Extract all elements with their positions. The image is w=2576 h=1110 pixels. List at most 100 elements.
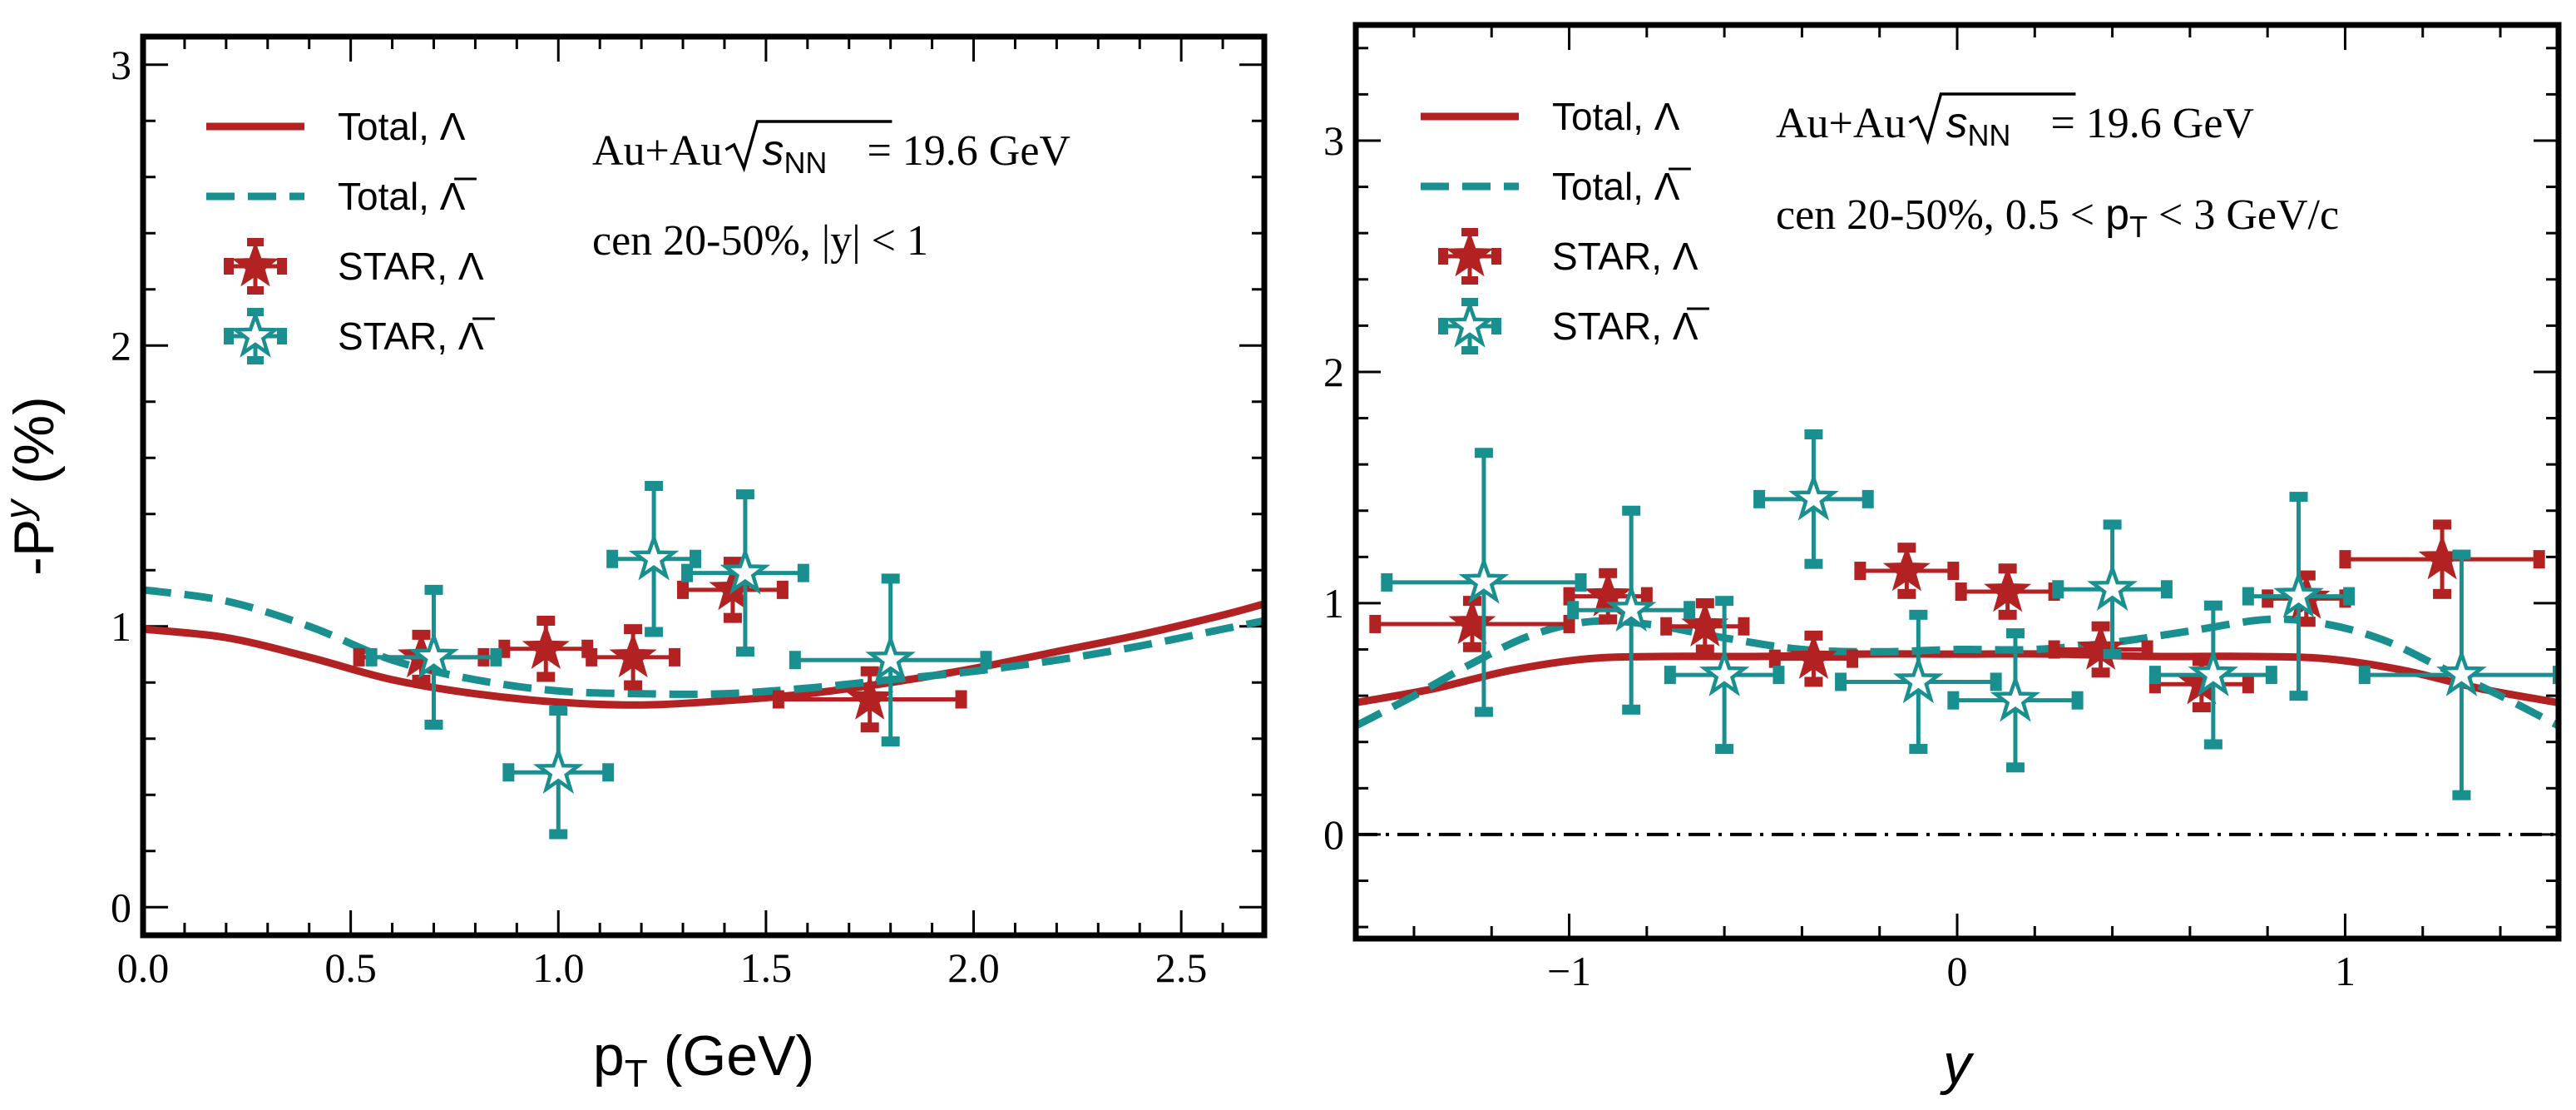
error-bar-cap <box>1599 614 1618 625</box>
data-point <box>2339 519 2545 599</box>
error-bar-cap <box>1622 505 1641 516</box>
legend: Total, Λ Total, Λ̅ STAR, Λ STAR, Λ̅ <box>1421 95 1710 354</box>
error-bar-cap <box>955 690 967 709</box>
error-bar-cap <box>645 481 664 491</box>
plot-area <box>1356 429 2559 836</box>
data-point <box>2052 519 2173 660</box>
error-bar-cap <box>1804 429 1823 440</box>
filled-star-marker <box>1882 546 1931 592</box>
error-bar-cap <box>353 647 365 666</box>
plot-frame <box>1352 22 2562 942</box>
plot-frame <box>140 33 1268 939</box>
error-bar-cap <box>602 763 615 782</box>
open-star-marker <box>532 746 584 795</box>
open-star-marker <box>719 546 771 595</box>
error-bar-cap <box>2192 702 2211 713</box>
x-tick-label: 1 <box>2335 948 2356 994</box>
error-bar-cap <box>789 651 801 670</box>
tick-labels: −1 0 1 0 1 2 3 <box>1323 117 2356 994</box>
total-lambda-curve <box>1356 650 2559 706</box>
legend-label: STAR, Λ <box>338 245 484 288</box>
error-bar-cap <box>690 549 702 568</box>
y-tick-label: 3 <box>111 42 131 88</box>
legend-label: STAR, Λ <box>1552 235 1698 278</box>
error-bar-cap <box>1369 614 1382 633</box>
y-axis-label: -Py (%) <box>0 396 66 576</box>
legend-label: Total, Λ <box>1552 95 1680 138</box>
legend-marker <box>224 238 287 295</box>
filled-star-marker <box>846 674 894 720</box>
error-bar-cap <box>860 666 879 676</box>
error-bar-cap <box>797 563 809 582</box>
data-point <box>1835 609 2002 755</box>
error-bar-cap <box>2103 519 2122 530</box>
plot-area <box>143 481 1264 840</box>
data-point <box>1955 563 2060 620</box>
error-bar-cap <box>424 719 443 730</box>
legend-filled-star <box>1446 231 1494 277</box>
data-point <box>586 624 681 691</box>
error-bar-cap <box>1622 704 1641 715</box>
error-bar-cap <box>1804 676 1823 687</box>
error-bar-cap <box>1897 588 1916 599</box>
error-bar-cap <box>2452 790 2471 800</box>
filled-star-marker <box>609 632 657 678</box>
error-bar-cap <box>2203 600 2222 611</box>
error-bar-cap <box>2052 580 2064 599</box>
error-bar-cap <box>881 736 900 747</box>
error-bar-cap <box>2358 666 2371 685</box>
filled-star-marker <box>1789 633 1837 679</box>
error-bar-cap <box>586 647 598 666</box>
data-point <box>498 616 594 682</box>
error-bar-cap <box>2091 667 2110 678</box>
error-bar-cap <box>2141 640 2153 659</box>
data-point <box>1854 543 1960 599</box>
data-point <box>789 573 992 747</box>
error-bar-cap <box>1381 572 1393 592</box>
legend-cap <box>277 328 287 344</box>
x-tick-label: 1.5 <box>740 944 793 991</box>
y-tick-label: 1 <box>111 603 131 650</box>
error-bar-cap <box>2048 640 2060 659</box>
annotation: Au+Au sNN = 19.6 GeV cen 20-50%, |y| < 1 <box>592 120 1070 265</box>
error-bar-cap <box>2297 617 2316 627</box>
error-bar-cap <box>1990 672 2002 691</box>
data-point <box>1369 596 1575 652</box>
error-bar-cap <box>1804 558 1823 569</box>
error-bar-cap <box>2265 666 2277 685</box>
error-bar-cap <box>1909 609 1928 620</box>
open-star-marker <box>1698 648 1750 696</box>
error-bar-cap <box>1474 448 1493 458</box>
error-bar-cap <box>1715 596 1734 607</box>
filled-star-marker <box>2077 624 2125 670</box>
error-bar-cap <box>1773 666 1785 685</box>
axis-ticks <box>1356 25 2559 939</box>
annotation-energy-value: = 19.6 GeV <box>867 127 1070 175</box>
legend-cap <box>1438 248 1448 265</box>
error-bar-cap <box>681 563 694 582</box>
error-bar-cap <box>1854 562 1866 581</box>
error-bar-cap <box>412 674 431 685</box>
error-bar-cap <box>2452 549 2471 560</box>
error-bar-cap <box>502 763 515 782</box>
error-bar-cap <box>549 829 568 840</box>
y-tick-label: 0 <box>1323 811 1344 858</box>
legend-filled-star <box>231 241 279 287</box>
y-tick-label: 1 <box>1323 580 1344 627</box>
error-bar-cap <box>980 651 992 670</box>
data-point <box>1753 429 1874 569</box>
open-star-marker <box>1605 583 1657 632</box>
x-tick-label: 0 <box>1947 948 1968 994</box>
filled-star-marker <box>522 623 570 670</box>
error-bar-cap <box>624 680 643 691</box>
legend-marker <box>224 308 287 364</box>
x-tick-label: 1.0 <box>532 944 585 991</box>
legend-marker <box>1438 298 1501 354</box>
sqrt-sign <box>724 120 892 173</box>
error-bar-cap <box>2343 587 2356 606</box>
error-bar-cap <box>735 489 754 500</box>
error-bar-cap <box>424 584 443 595</box>
error-bar-cap <box>1738 617 1750 636</box>
left-panel-pt: 0.0 0.5 1.0 1.5 2.0 2.5 0 1 2 3 Total, Λ Total, Λ̅ S… <box>0 33 1268 1095</box>
open-star-marker <box>1990 673 2041 722</box>
